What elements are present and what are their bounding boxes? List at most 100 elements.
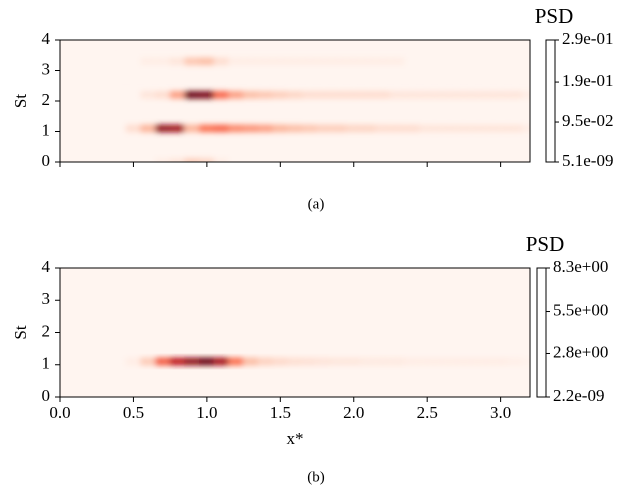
heatmap-cell (169, 91, 186, 99)
heatmap-cell (213, 91, 230, 99)
heatmap-cell (125, 158, 142, 162)
heatmap-cell (154, 57, 171, 66)
heatmap-cell (301, 91, 318, 99)
heatmap-cell (301, 124, 318, 133)
y-tick-label: 3 (42, 289, 51, 308)
heatmap-cell (331, 158, 347, 162)
x-tick-label: 0.5 (123, 403, 144, 422)
heatmap-cell (154, 124, 171, 133)
heatmap-cell (228, 124, 245, 133)
heatmap-cell (316, 158, 333, 162)
heatmap-cell (345, 357, 362, 366)
heatmap-cell (478, 158, 494, 162)
y-tick-label: 0 (42, 151, 51, 170)
heatmap-cell (228, 91, 245, 99)
y-tick-label: 2 (42, 321, 51, 340)
heatmap-cell (140, 124, 156, 133)
heatmap-cell (522, 124, 530, 133)
heatmap-cell (375, 91, 391, 99)
heatmap-cell (389, 124, 406, 133)
x-tick-label: 3.0 (490, 403, 511, 422)
heatmap-cell (345, 57, 362, 66)
y-tick-label: 3 (42, 59, 51, 78)
heatmap-cell (110, 158, 127, 162)
heatmap-cell (110, 124, 127, 133)
colorbar (545, 39, 556, 163)
heatmap-cell (345, 91, 362, 99)
heatmap-cell (272, 124, 289, 133)
heatmap-cell (448, 91, 465, 99)
heatmap-cell (140, 91, 156, 99)
colorbar (536, 267, 547, 398)
colorbar-tick-label: 2.2e-09 (553, 386, 604, 405)
heatmap (110, 57, 530, 162)
heatmap-cell (522, 57, 530, 66)
heatmap-cell (199, 357, 215, 366)
heatmap-cell (507, 91, 524, 99)
heatmap-cell (154, 91, 171, 99)
heatmap-cell (272, 357, 289, 366)
heatmap-cell (434, 124, 450, 133)
heatmap-cell (522, 158, 530, 162)
heatmap-cell (463, 357, 480, 366)
heatmap-cell (375, 57, 391, 66)
heatmap-cell (419, 91, 436, 99)
y-tick-label: 1 (42, 120, 51, 139)
heatmap-cell (125, 357, 142, 366)
heatmap-cell (228, 57, 245, 66)
heatmap-cell (389, 158, 406, 162)
heatmap-cell (360, 158, 377, 162)
heatmap-cell (243, 124, 259, 133)
heatmap-cell (478, 91, 494, 99)
x-tick-label: 1.5 (270, 403, 291, 422)
colorbar-label: PSD (526, 232, 565, 256)
heatmap-cell (360, 57, 377, 66)
heatmap-cell (419, 124, 436, 133)
heatmap-cell (301, 158, 318, 162)
heatmap-cell (463, 91, 480, 99)
heatmap-cell (389, 357, 406, 366)
heatmap-cell (287, 158, 303, 162)
colorbar-tick-label: 8.3e+00 (553, 257, 608, 276)
heatmap-cell (507, 124, 524, 133)
heatmap-cell (184, 91, 201, 99)
heatmap-cell (140, 158, 156, 162)
heatmap-cell (287, 357, 303, 366)
colorbar-tick-label: 1.9e-01 (562, 71, 613, 90)
heatmap-cell (287, 124, 303, 133)
heatmap-cell (360, 124, 377, 133)
heatmap-cell (169, 57, 186, 66)
heatmap-cell (272, 91, 289, 99)
heatmap-cell (140, 357, 156, 366)
heatmap-cell (213, 158, 230, 162)
y-tick-label: 4 (42, 29, 51, 48)
heatmap-cell (228, 357, 245, 366)
heatmap-cell (419, 57, 436, 66)
heatmap-cell (169, 357, 186, 366)
heatmap-cell (213, 124, 230, 133)
heatmap-cell (257, 124, 274, 133)
heatmap-cell (404, 158, 421, 162)
colorbar-tick-label: 2.9e-01 (562, 29, 613, 48)
heatmap-cells (110, 357, 530, 366)
caption: (b) (307, 469, 325, 485)
heatmap-cell (419, 357, 436, 366)
heatmap-cell (154, 158, 171, 162)
heatmap-cell (316, 124, 333, 133)
heatmap-cell (243, 91, 259, 99)
heatmap-cell (463, 158, 480, 162)
heatmap-cell (389, 91, 406, 99)
heatmap-cell (257, 357, 274, 366)
heatmap-cell (375, 357, 391, 366)
heatmap-cell (507, 357, 524, 366)
heatmap-cell (478, 57, 494, 66)
x-tick-label: 2.5 (417, 403, 438, 422)
heatmap-cell (419, 158, 436, 162)
colorbar-tick-label: 5.5e+00 (553, 300, 608, 319)
y-tick-label: 4 (42, 257, 51, 276)
heatmap-cell (184, 57, 201, 66)
y-tick-label: 2 (42, 90, 51, 109)
heatmap-cell (492, 357, 509, 366)
heatmap-cell (331, 357, 347, 366)
heatmap-cell (184, 357, 201, 366)
